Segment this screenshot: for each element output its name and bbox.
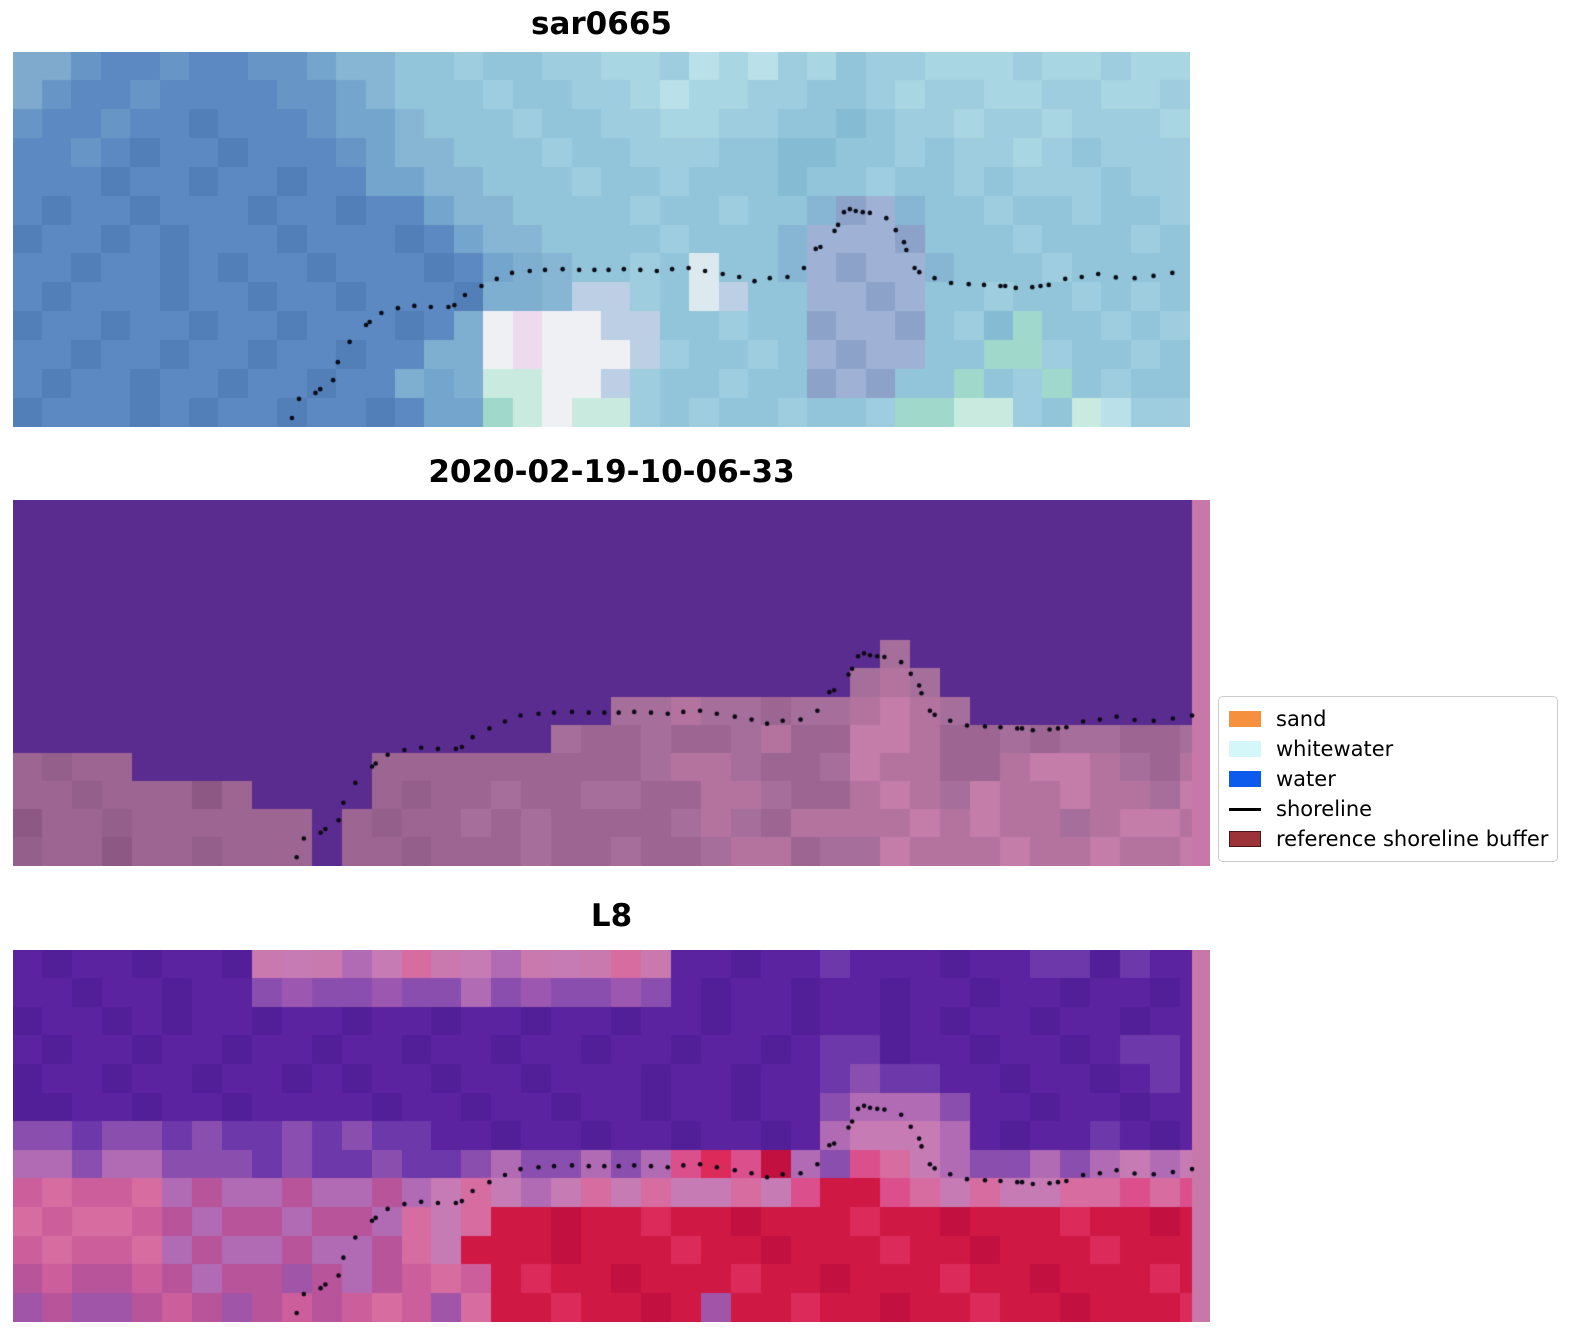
legend-line-swatch-shoreline (1229, 807, 1261, 811)
panel-title-sar: sar0665 (531, 6, 672, 42)
legend-box: sand whitewater water shoreline reference sh… (1218, 696, 1558, 862)
legend-item-shoreline: shoreline (1229, 794, 1547, 824)
legend-color-swatch-whitewater (1229, 741, 1261, 757)
legend-item-sand: sand (1229, 704, 1547, 734)
panel-title-classified: 2020-02-19-10-06-33 (428, 454, 795, 490)
legend-color-swatch-reference-shoreline-buffer (1229, 831, 1261, 847)
legend-item-whitewater: whitewater (1229, 734, 1547, 764)
legend-color-swatch-sand (1229, 711, 1261, 727)
legend-label-reference-shoreline-buffer: reference shoreline buffer (1276, 827, 1549, 851)
sar-image-panel (13, 52, 1190, 427)
legend-color-swatch-water (1229, 771, 1261, 787)
legend-item-water: water (1229, 764, 1547, 794)
legend-label-sand: sand (1276, 707, 1327, 731)
legend-label-shoreline: shoreline (1276, 797, 1373, 821)
l8-image-panel (13, 950, 1210, 1322)
legend-label-whitewater: whitewater (1276, 737, 1394, 761)
classified-image-panel (13, 500, 1210, 866)
legend-label-water: water (1276, 767, 1336, 791)
legend-item-reference-shoreline-buffer: reference shoreline buffer (1229, 824, 1549, 854)
panel-title-l8: L8 (590, 898, 633, 934)
